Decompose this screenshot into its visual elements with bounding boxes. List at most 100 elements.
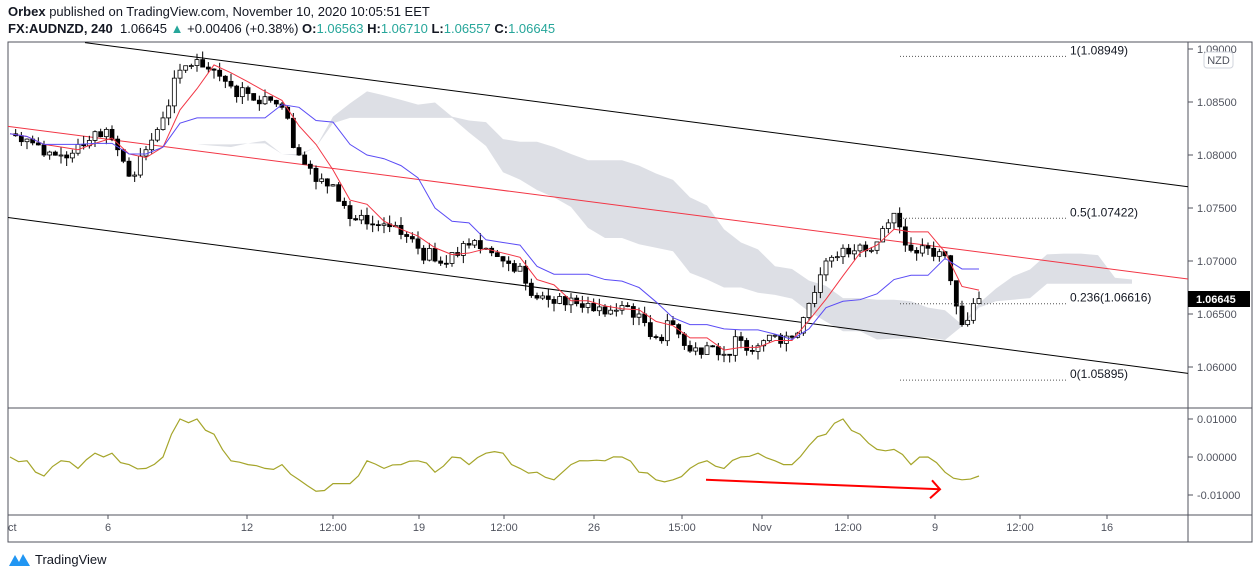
osc-tick-label: -0.01000 bbox=[1197, 490, 1240, 502]
fib-level-label: 0.5(1.07422) bbox=[1070, 205, 1138, 219]
time-tick-label: 12:00 bbox=[1006, 522, 1034, 534]
candle-body bbox=[358, 214, 364, 221]
price-axis[interactable]: 1.090001.085001.080001.075001.070001.065… bbox=[1188, 44, 1237, 374]
last-price-box bbox=[1188, 291, 1250, 307]
candle-body bbox=[449, 252, 455, 264]
candle-body bbox=[426, 248, 432, 261]
symbol[interactable]: FX:AUDNZD, 240 bbox=[8, 21, 113, 36]
candle-body bbox=[64, 154, 70, 159]
time-tick-label: 19 bbox=[413, 522, 425, 534]
ichimoku-cloud bbox=[163, 91, 1132, 340]
candle-body bbox=[778, 334, 784, 344]
candle-body bbox=[132, 174, 138, 177]
candle-body bbox=[636, 313, 642, 318]
candle-body bbox=[205, 66, 211, 70]
candle-body bbox=[109, 128, 115, 140]
candle-body bbox=[517, 265, 523, 272]
candle-body bbox=[409, 236, 415, 240]
candle-body bbox=[415, 238, 421, 249]
oscillator-line bbox=[9, 418, 980, 492]
candle-body bbox=[120, 149, 126, 162]
candle-body bbox=[738, 336, 744, 341]
price-tick-label: 1.07000 bbox=[1197, 256, 1237, 268]
candle-body bbox=[171, 77, 177, 107]
candle-body bbox=[126, 160, 132, 177]
open-label: O: bbox=[302, 21, 317, 36]
candle-body bbox=[591, 302, 597, 312]
candle-body bbox=[681, 333, 687, 346]
candle-body bbox=[160, 117, 166, 130]
candle-body bbox=[551, 299, 557, 304]
candle-body bbox=[976, 298, 982, 304]
fib-level-label: 0(1.05895) bbox=[1070, 367, 1128, 381]
osc-tick-label: 0.01000 bbox=[1197, 414, 1237, 426]
time-tick-label: 12:00 bbox=[490, 522, 518, 534]
logo-text: TradingView bbox=[35, 551, 107, 567]
candle-body bbox=[562, 296, 568, 306]
chart-canvas[interactable]: 1(1.08949) 0.5(1.07422) 0.236(1.06616) 0(1.… bbox=[0, 0, 1257, 550]
candle-body bbox=[302, 154, 308, 165]
candle-body bbox=[891, 212, 897, 224]
price-tick-label: 1.06500 bbox=[1197, 309, 1237, 321]
tradingview-logo[interactable]: TradingView bbox=[8, 551, 107, 567]
candle-body bbox=[823, 260, 829, 276]
tenkan-sen-line bbox=[9, 64, 980, 351]
candle-body bbox=[885, 222, 891, 229]
candle-body bbox=[404, 234, 410, 237]
candle-body bbox=[545, 295, 551, 300]
candle-body bbox=[568, 297, 574, 306]
candle-body bbox=[154, 129, 160, 141]
currency-badge[interactable]: NZD bbox=[1203, 51, 1234, 69]
candle-body bbox=[47, 151, 53, 156]
candle-body bbox=[166, 105, 172, 119]
lower-channel-line bbox=[7, 217, 1189, 374]
candle-body bbox=[211, 68, 217, 71]
candle-body bbox=[330, 184, 336, 187]
candle-body bbox=[846, 247, 852, 255]
candle-body bbox=[324, 178, 330, 187]
candle-body bbox=[296, 147, 302, 156]
candle-body bbox=[806, 302, 812, 319]
high-label: H: bbox=[367, 21, 381, 36]
publish-info: Orbex published on TradingView.com, Nove… bbox=[8, 4, 430, 19]
divergence-arrow-line bbox=[705, 478, 941, 491]
chart-frame bbox=[7, 41, 1253, 543]
candle-body bbox=[256, 99, 262, 105]
candle-body bbox=[364, 214, 370, 225]
candle-body bbox=[613, 309, 619, 312]
candle-body bbox=[353, 218, 359, 221]
candle-body bbox=[290, 117, 296, 148]
price-tick-label: 1.08000 bbox=[1197, 150, 1237, 162]
candle-body bbox=[336, 184, 342, 202]
last-price-text: 1.06645 bbox=[1196, 294, 1236, 306]
candle-body bbox=[528, 282, 534, 296]
time-tick-label: 26 bbox=[588, 522, 600, 534]
candle-body bbox=[965, 319, 971, 325]
chart-border bbox=[7, 41, 1253, 543]
time-axis[interactable]: ct 6 12 12:00 19 12:00 26 15:00 Nov 12:00 9 12:00 16 bbox=[7, 515, 1113, 534]
candle-body bbox=[268, 96, 274, 101]
candle-body bbox=[115, 138, 121, 151]
fib-retracement[interactable]: 1(1.08949) 0.5(1.07422) 0.236(1.06616) 0(1.… bbox=[900, 43, 1151, 381]
candle-body bbox=[92, 131, 98, 141]
candle-body bbox=[659, 336, 665, 342]
candle-body bbox=[557, 296, 563, 304]
candle-body bbox=[608, 309, 614, 315]
candle-body bbox=[137, 155, 143, 176]
candle-body bbox=[506, 260, 512, 264]
fib-level-label: 0.236(1.06616) bbox=[1070, 291, 1151, 305]
candle-body bbox=[200, 59, 206, 68]
candle-body bbox=[41, 144, 47, 156]
middle-trend-line bbox=[7, 125, 1189, 280]
candle-body bbox=[194, 59, 200, 66]
candle-body bbox=[880, 228, 886, 243]
candle-body bbox=[245, 87, 251, 94]
candle-body bbox=[523, 265, 529, 284]
candle-body bbox=[687, 345, 693, 352]
high-value: 1.06710 bbox=[380, 21, 428, 36]
candle-body bbox=[585, 302, 591, 308]
time-tick-label: Nov bbox=[752, 522, 772, 534]
candle-body bbox=[381, 223, 387, 226]
upper-channel-line bbox=[84, 42, 1189, 188]
candle-body bbox=[851, 250, 857, 255]
